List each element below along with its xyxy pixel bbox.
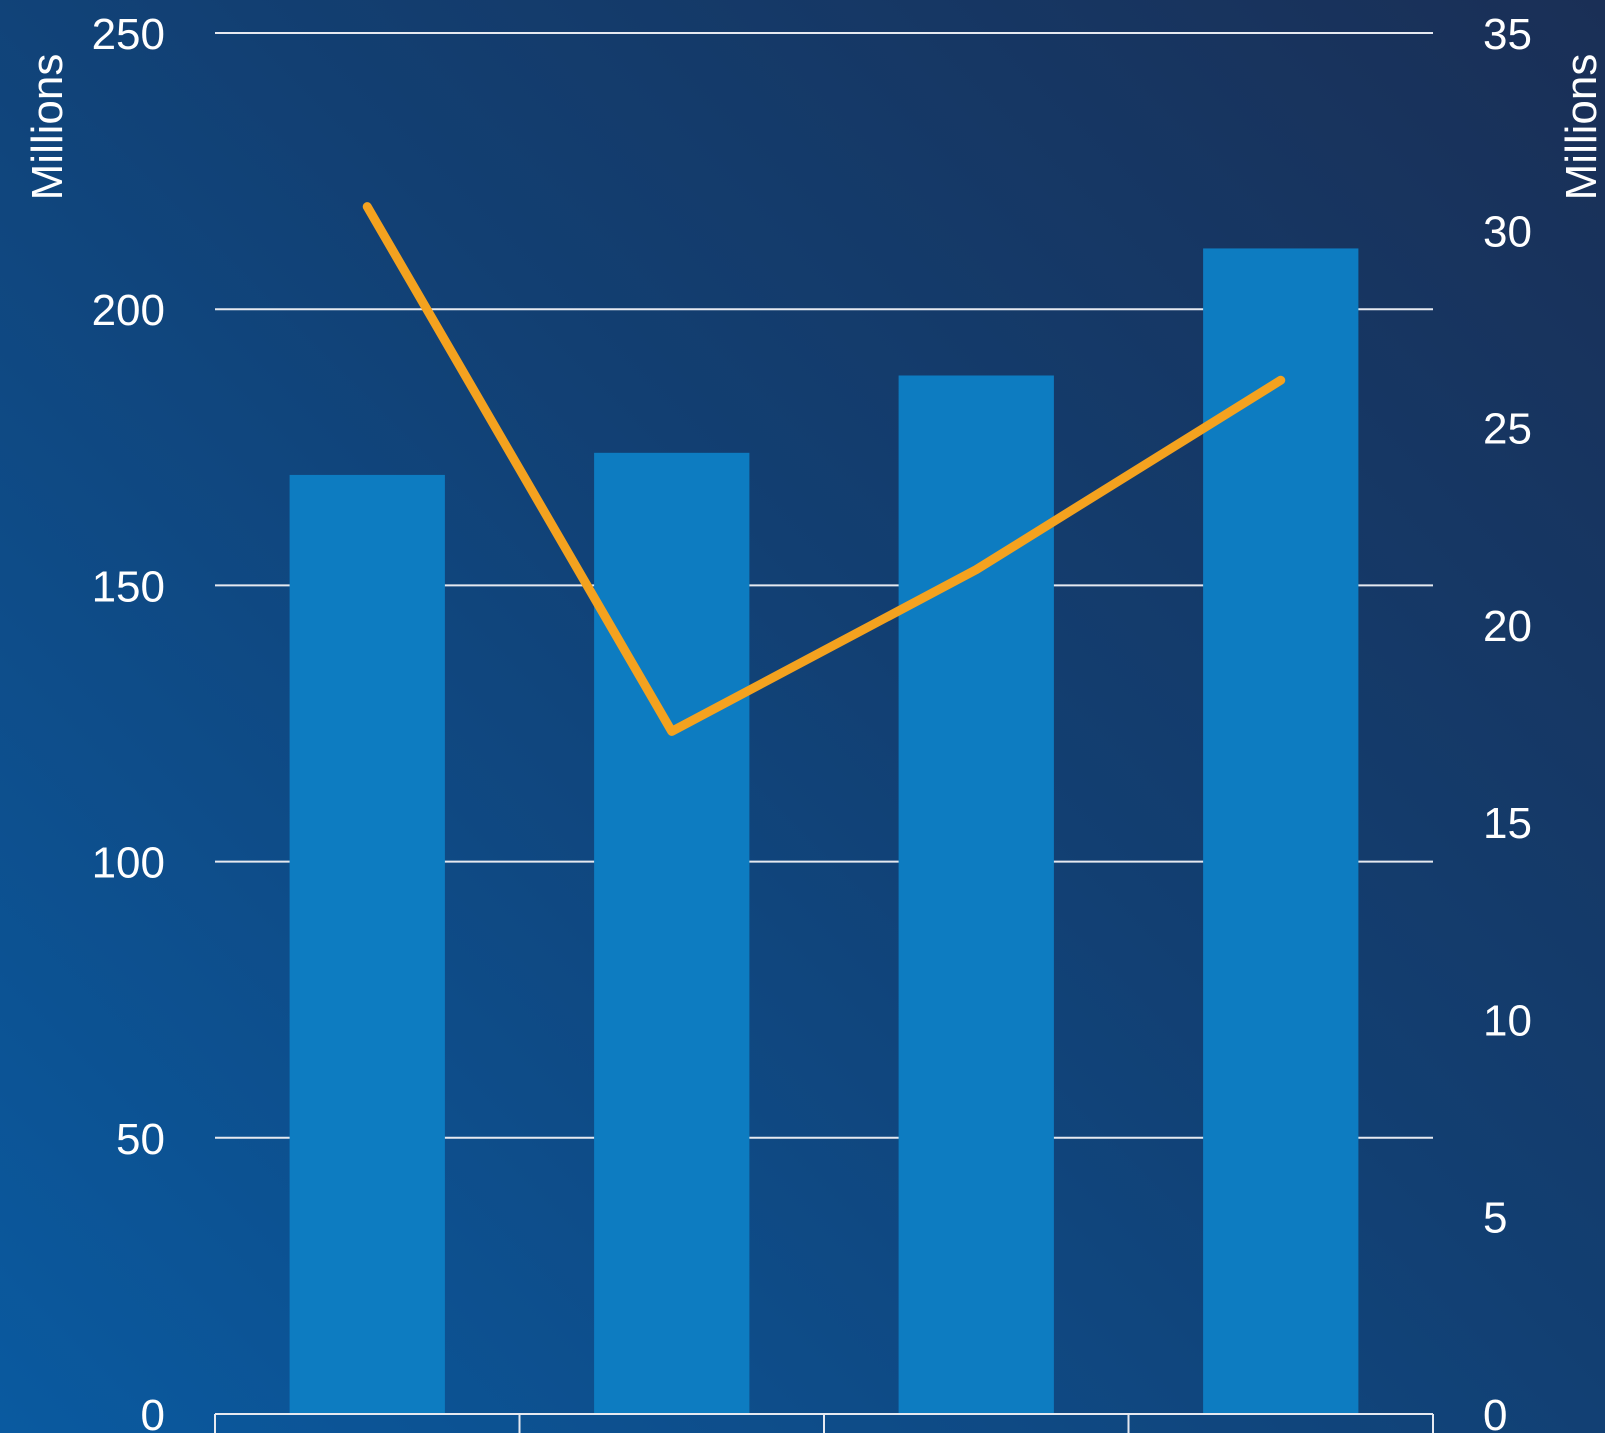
- bar: [1203, 248, 1359, 1414]
- left-tick-label: 100: [92, 839, 165, 888]
- right-tick-label: 10: [1483, 996, 1532, 1045]
- bar: [289, 474, 445, 1414]
- left-axis-ticks: 0 50 100 150 200 250: [92, 10, 165, 1433]
- left-tick-label: 50: [116, 1115, 165, 1164]
- line-series: [362, 202, 1286, 736]
- right-tick-label: 5: [1483, 1194, 1507, 1243]
- right-axis-ticks: 0 5 10 15 20 25 30 35: [1483, 10, 1532, 1433]
- left-tick-label: 200: [92, 286, 165, 335]
- left-tick-label: 0: [141, 1391, 165, 1433]
- right-axis-title: Millions: [1557, 54, 1605, 201]
- right-tick-label: 15: [1483, 799, 1532, 848]
- x-axis: [214, 1413, 1434, 1433]
- left-tick-label: 150: [92, 562, 165, 611]
- bars: [289, 248, 1359, 1415]
- left-tick-label: 250: [92, 10, 165, 59]
- right-tick-label: 30: [1483, 207, 1532, 256]
- left-axis-title: Millions: [23, 54, 72, 201]
- right-tick-label: 0: [1483, 1391, 1507, 1433]
- right-tick-label: 20: [1483, 602, 1532, 651]
- bar: [594, 452, 750, 1415]
- bar: [898, 375, 1054, 1414]
- line-series-path: [362, 202, 1286, 736]
- right-tick-label: 25: [1483, 405, 1532, 454]
- right-tick-label: 35: [1483, 10, 1532, 59]
